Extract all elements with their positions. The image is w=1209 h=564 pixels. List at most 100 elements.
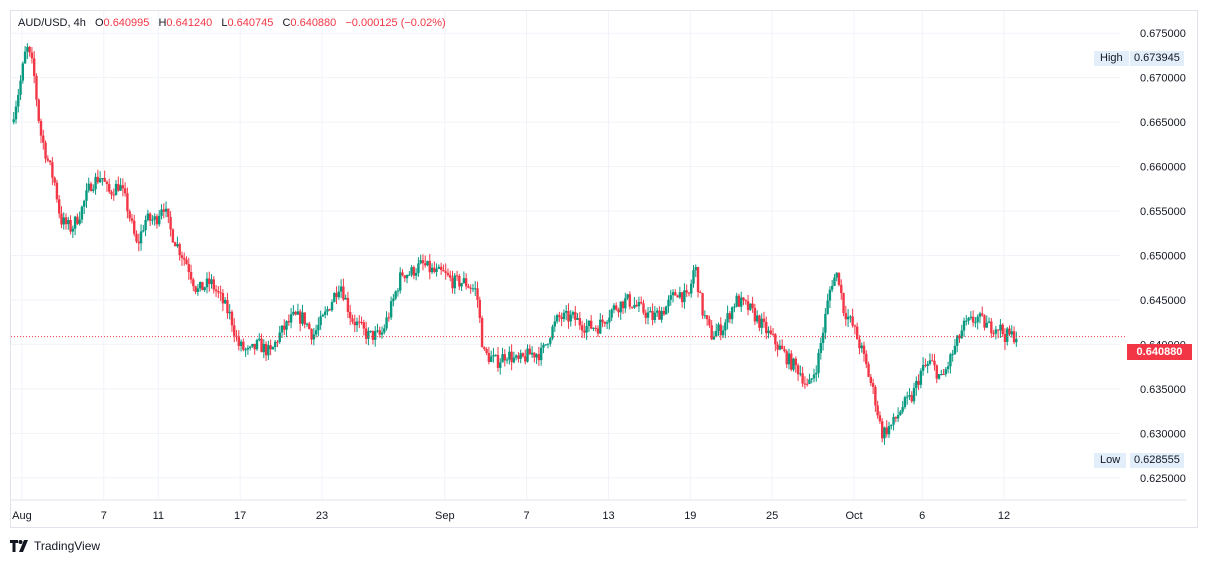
candle-up [98,178,102,183]
candle-up [569,314,572,322]
candle-down [865,353,868,365]
candle-up [251,343,254,347]
price-axis[interactable]: 0.675000 0.670000 0.665000 0.660000 0.655000… [1140,28,1186,485]
candle-up [633,304,636,308]
candle-down [449,275,452,278]
candle-down [878,415,882,422]
candle-down [53,177,56,183]
candle-up [489,356,493,362]
candle-up [367,331,370,339]
candle-up [94,176,97,190]
candle-down [44,142,47,159]
candle-down [294,311,297,315]
candle-up [808,379,811,384]
symbol-label[interactable]: AUD/USD [18,17,68,29]
candle-up [717,324,720,331]
candle-up [605,322,609,324]
grid-lines [11,11,1187,501]
candle-up [426,260,429,266]
candle-down [123,188,127,194]
candle-up [205,278,209,288]
candle-up [815,372,818,375]
candle-up [430,267,434,273]
candle-up [392,298,395,302]
candle-down [708,319,711,326]
candle-up [553,321,557,327]
candle-up [576,317,579,320]
candle-up [678,292,682,298]
candle-down [931,360,934,362]
candle-up [692,270,695,284]
candle-down [469,287,472,289]
candle-up [151,219,154,221]
candle-up [396,290,400,292]
candle-down [992,333,995,335]
candle-down [189,272,193,280]
candle-down [135,233,138,242]
candle-down [528,348,532,355]
candle-down [221,293,225,304]
candle-up [26,46,29,52]
candle-down [885,427,888,435]
candle-down [746,301,750,310]
candle-down [364,328,368,339]
candle-up [164,208,168,212]
candle-down [117,183,120,191]
candle-up [571,312,575,315]
candle-down [521,353,525,357]
candle-up [153,216,156,220]
candle-down [480,317,484,348]
candle-down [524,356,527,362]
time-axis[interactable]: Aug 7 11 17 23 Sep 7 13 19 25 Oct 6 12 [12,510,1010,522]
candle-up [549,338,552,344]
candle-down [842,293,845,314]
candle-down [483,347,486,350]
candle-up [374,331,377,340]
candle-down [603,322,607,324]
candle-up [333,293,336,303]
candle-down [996,329,1000,331]
candle-down [1012,331,1016,343]
candle-down [428,260,431,273]
candle-up [508,351,511,360]
candle-up [655,310,659,313]
candle-down [583,330,586,333]
candle-up [830,285,834,290]
candle-up [544,344,547,346]
candle-down [876,405,879,416]
candle-up [492,355,495,357]
branding[interactable]: TradingView [10,539,100,553]
candle-up [585,325,588,333]
candle-up [337,291,341,298]
candle-up [92,189,95,191]
candle-up [951,353,954,355]
interval-label[interactable]: 4h [73,17,86,29]
candle-up [339,286,343,292]
candle-down [48,160,52,163]
candle-up [892,416,895,425]
candle-down [487,353,491,362]
candle-up [646,312,650,318]
candle-down [510,351,513,363]
candle-down [594,327,597,329]
candlestick-chart[interactable]: 0.675000 0.670000 0.665000 0.660000 0.655000… [0,0,1209,530]
y-tick-label: 0.635000 [1140,384,1186,396]
candle-up [999,324,1002,331]
x-tick-label: 25 [766,510,778,522]
candle-down [621,301,625,309]
candle-up [144,219,147,231]
candle-down [862,345,866,354]
candle-down [871,383,875,387]
candle-up [562,312,566,320]
candle-up [319,316,322,326]
candle-down [35,75,38,100]
candle-down [51,162,54,178]
candle-up [890,424,893,427]
ohlc-legend: AUD/USD, 4h O0.640995 H0.641240 L0.64074… [18,17,446,29]
candle-down [183,257,186,260]
candle-down [765,321,768,334]
candle-up [733,306,736,308]
candle-up [810,378,813,380]
candle-up [419,260,422,264]
candle-down [942,373,945,375]
